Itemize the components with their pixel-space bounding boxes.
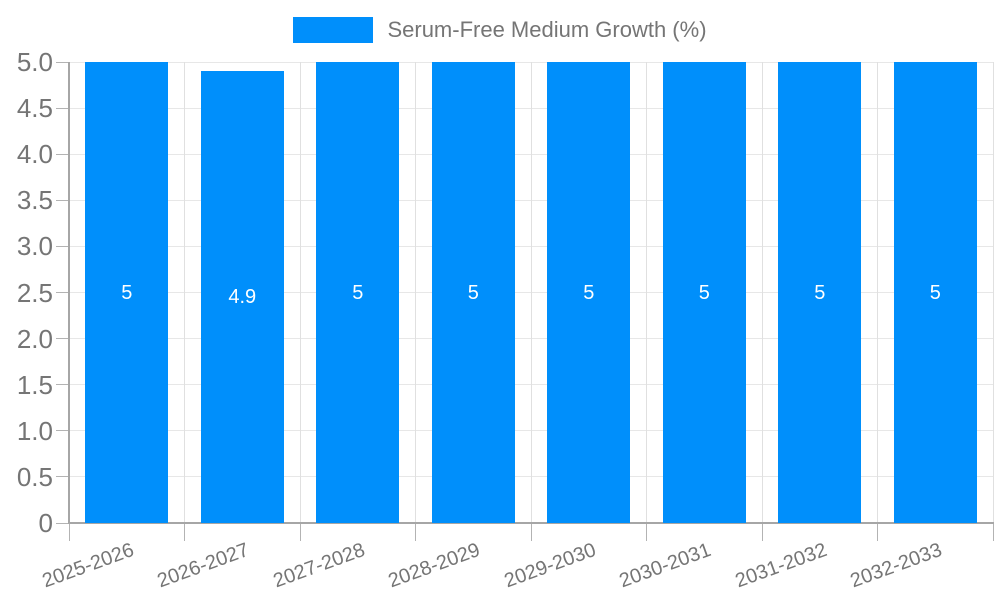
y-axis-label: 1.0: [16, 415, 53, 446]
x-axis-tick: [992, 523, 994, 541]
x-gridline: [415, 62, 416, 523]
bar[interactable]: [662, 62, 746, 523]
legend-label: Serum-Free Medium Growth (%): [387, 17, 707, 42]
y-axis-tick: [56, 61, 69, 63]
x-gridline: [299, 62, 301, 523]
bar-value-label: 5: [929, 281, 941, 304]
x-gridline: [646, 62, 647, 523]
y-axis-label: 2.0: [16, 323, 53, 354]
bar-value-label: 5: [121, 281, 133, 304]
y-axis-tick: [56, 384, 69, 386]
y-axis-tick: [56, 522, 69, 524]
y-axis-label: 0.5: [16, 461, 53, 492]
x-axis-tick: [877, 523, 878, 541]
y-axis-tick: [56, 430, 69, 432]
y-axis-line: [68, 62, 70, 523]
x-gridline: [992, 62, 994, 523]
bar[interactable]: [431, 62, 515, 523]
x-axis-tick: [646, 523, 647, 541]
bar[interactable]: [200, 71, 284, 523]
y-axis-tick: [56, 153, 69, 155]
bar-value-label: 5: [698, 281, 710, 304]
x-gridline: [761, 62, 763, 523]
x-gridline: [184, 62, 185, 523]
plot-area: 0 0.5 1.0 1.5 2.0 2.5 3.0 3.5 4.0 4.5 5.0 5 4.9 5 5 5 5 5…: [17, 47, 994, 592]
bar-value-label: 5: [352, 281, 364, 304]
bar-value-label: 5: [814, 281, 826, 304]
y-axis-tick: [56, 245, 69, 247]
y-axis-label: 5.0: [16, 47, 53, 77]
y-axis-tick: [56, 199, 69, 201]
bar[interactable]: [316, 62, 400, 523]
bar[interactable]: [85, 62, 169, 523]
bar-value-label: 5: [467, 281, 479, 304]
y-axis-label: 3.5: [16, 185, 53, 216]
y-axis-label: 4.5: [16, 93, 53, 124]
bar-value-label: 4.9: [228, 286, 257, 309]
x-gridline: [877, 62, 878, 523]
bar-value-label: 5: [583, 281, 595, 304]
y-axis-tick: [56, 338, 69, 340]
bar[interactable]: [547, 62, 631, 523]
bar[interactable]: [893, 62, 977, 523]
x-axis-line: [68, 522, 994, 524]
y-axis-label: 1.5: [16, 369, 53, 400]
y-axis-tick: [56, 476, 69, 478]
x-axis-tick: [415, 523, 416, 541]
y-axis-label: 2.5: [16, 277, 53, 308]
x-axis-tick: [530, 523, 532, 541]
y-axis-label: 0: [38, 508, 53, 538]
bar[interactable]: [778, 62, 862, 523]
legend[interactable]: Serum-Free Medium Growth (%): [0, 17, 1000, 43]
x-axis-tick: [299, 523, 301, 541]
x-axis-tick: [68, 523, 70, 541]
y-axis-tick: [56, 107, 69, 109]
x-gridline: [530, 62, 532, 523]
x-axis-tick: [184, 523, 185, 541]
y-axis-label: 3.0: [16, 231, 53, 262]
legend-swatch: [293, 17, 374, 43]
y-axis-tick: [56, 292, 69, 293]
y-axis-label: 4.0: [16, 139, 53, 170]
x-axis-tick: [761, 523, 763, 541]
